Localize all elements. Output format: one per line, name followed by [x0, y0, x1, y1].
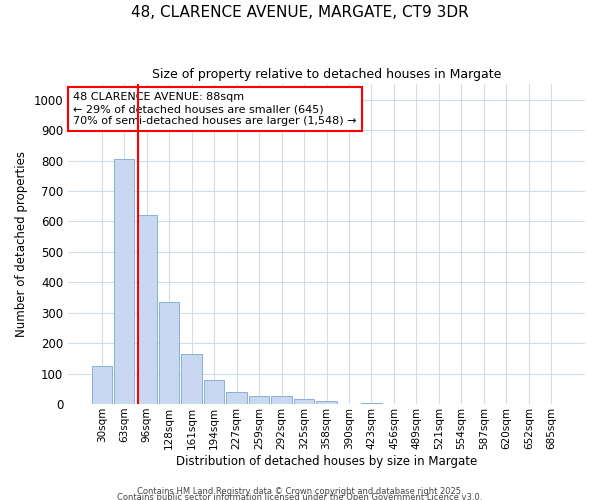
Text: 48, CLARENCE AVENUE, MARGATE, CT9 3DR: 48, CLARENCE AVENUE, MARGATE, CT9 3DR: [131, 5, 469, 20]
Bar: [159, 302, 179, 404]
Title: Size of property relative to detached houses in Margate: Size of property relative to detached ho…: [152, 68, 501, 80]
Bar: [271, 396, 292, 404]
Bar: [92, 366, 112, 404]
Bar: [316, 401, 337, 404]
Bar: [204, 380, 224, 404]
Y-axis label: Number of detached properties: Number of detached properties: [15, 151, 28, 337]
Text: Contains public sector information licensed under the Open Government Licence v3: Contains public sector information licen…: [118, 492, 482, 500]
Bar: [249, 396, 269, 404]
Bar: [137, 216, 157, 404]
Text: 48 CLARENCE AVENUE: 88sqm
← 29% of detached houses are smaller (645)
70% of semi: 48 CLARENCE AVENUE: 88sqm ← 29% of detac…: [73, 92, 357, 126]
Bar: [361, 402, 382, 404]
Bar: [114, 159, 134, 404]
Text: Contains HM Land Registry data © Crown copyright and database right 2025.: Contains HM Land Registry data © Crown c…: [137, 487, 463, 496]
X-axis label: Distribution of detached houses by size in Margate: Distribution of detached houses by size …: [176, 454, 477, 468]
Bar: [226, 392, 247, 404]
Bar: [181, 354, 202, 404]
Bar: [294, 400, 314, 404]
